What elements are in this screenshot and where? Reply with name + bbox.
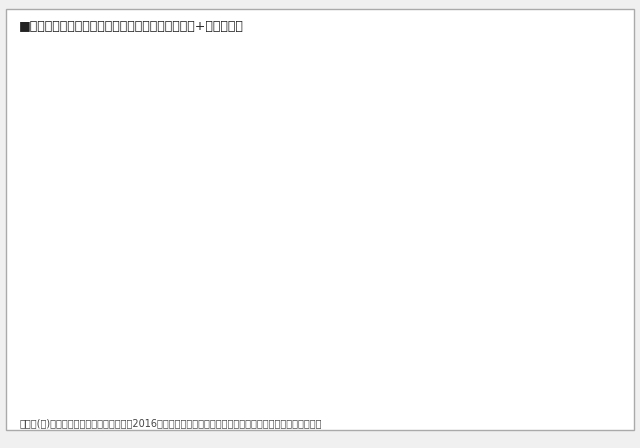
Bar xyxy=(234,237,267,367)
Bar xyxy=(134,258,167,367)
Legend: ひとり暮らし, ２人, ファミリー, 16年 全体: ひとり暮らし, ２人, ファミリー, 16年 全体 xyxy=(531,51,621,142)
Bar xyxy=(284,145,317,367)
Bar xyxy=(334,319,367,367)
Bar xyxy=(584,359,616,367)
Bar xyxy=(434,311,467,367)
Bar xyxy=(534,354,566,367)
Y-axis label: (%): (%) xyxy=(24,19,45,32)
Bar xyxy=(384,350,417,367)
Bar xyxy=(85,267,117,367)
Bar xyxy=(184,158,217,367)
Text: ■探し始めてから契約までの期間（全体／単一回答+実数回答）: ■探し始めてから契約までの期間（全体／単一回答+実数回答） xyxy=(19,20,244,33)
Text: 出典：(株)リクルート住まいカンパニー「2016年度賃貸契約者に見る部屋探しの実態調査（首都圈版）」より: 出典：(株)リクルート住まいカンパニー「2016年度賃貸契約者に見る部屋探しの実… xyxy=(19,418,322,428)
